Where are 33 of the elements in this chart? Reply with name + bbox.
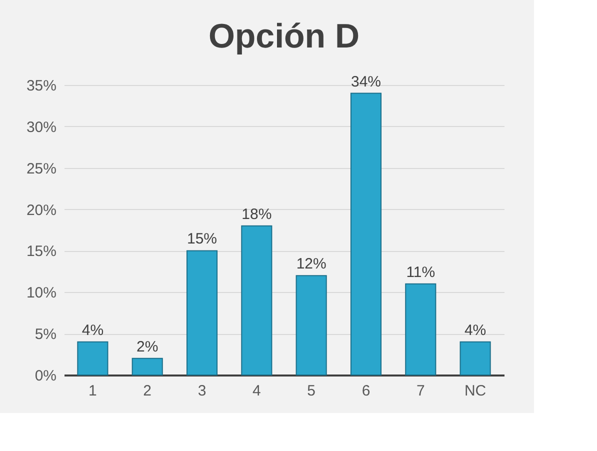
x-tick-label: 4 bbox=[252, 382, 261, 400]
y-tick-label: 5% bbox=[34, 326, 56, 344]
x-tick-label: 5 bbox=[307, 382, 316, 400]
y-tick-label: 0% bbox=[34, 368, 56, 384]
chart-title: Opción D bbox=[208, 17, 360, 56]
data-label: 34% bbox=[350, 73, 382, 90]
data-label: 4% bbox=[464, 322, 486, 339]
bar bbox=[132, 358, 163, 376]
bar bbox=[186, 250, 218, 376]
y-tick-label: 20% bbox=[26, 202, 56, 219]
y-tick-label: 10% bbox=[26, 284, 56, 302]
x-tick-label: 2 bbox=[143, 382, 152, 400]
y-tick-label: 25% bbox=[26, 160, 56, 178]
bar bbox=[77, 341, 108, 376]
data-label: 15% bbox=[186, 230, 218, 248]
x-tick-label: 1 bbox=[88, 382, 97, 400]
bar bbox=[405, 283, 436, 376]
bar bbox=[296, 275, 327, 376]
bar bbox=[350, 92, 382, 376]
y-tick-label: 35% bbox=[26, 78, 56, 94]
bar bbox=[241, 225, 272, 376]
data-label: 18% bbox=[242, 206, 272, 223]
y-tick-label: 30% bbox=[26, 118, 56, 136]
x-tick-label: 3 bbox=[198, 382, 206, 400]
y-tick-label: 15% bbox=[26, 243, 56, 260]
data-label: 11% bbox=[406, 264, 436, 281]
x-tick-label: NC bbox=[464, 382, 486, 400]
data-label: 2% bbox=[136, 338, 158, 356]
bar bbox=[460, 341, 491, 376]
x-tick-label: 6 bbox=[362, 382, 370, 400]
data-label: 4% bbox=[82, 322, 104, 339]
x-tick-label: 7 bbox=[416, 382, 425, 400]
data-label: 12% bbox=[296, 256, 326, 273]
